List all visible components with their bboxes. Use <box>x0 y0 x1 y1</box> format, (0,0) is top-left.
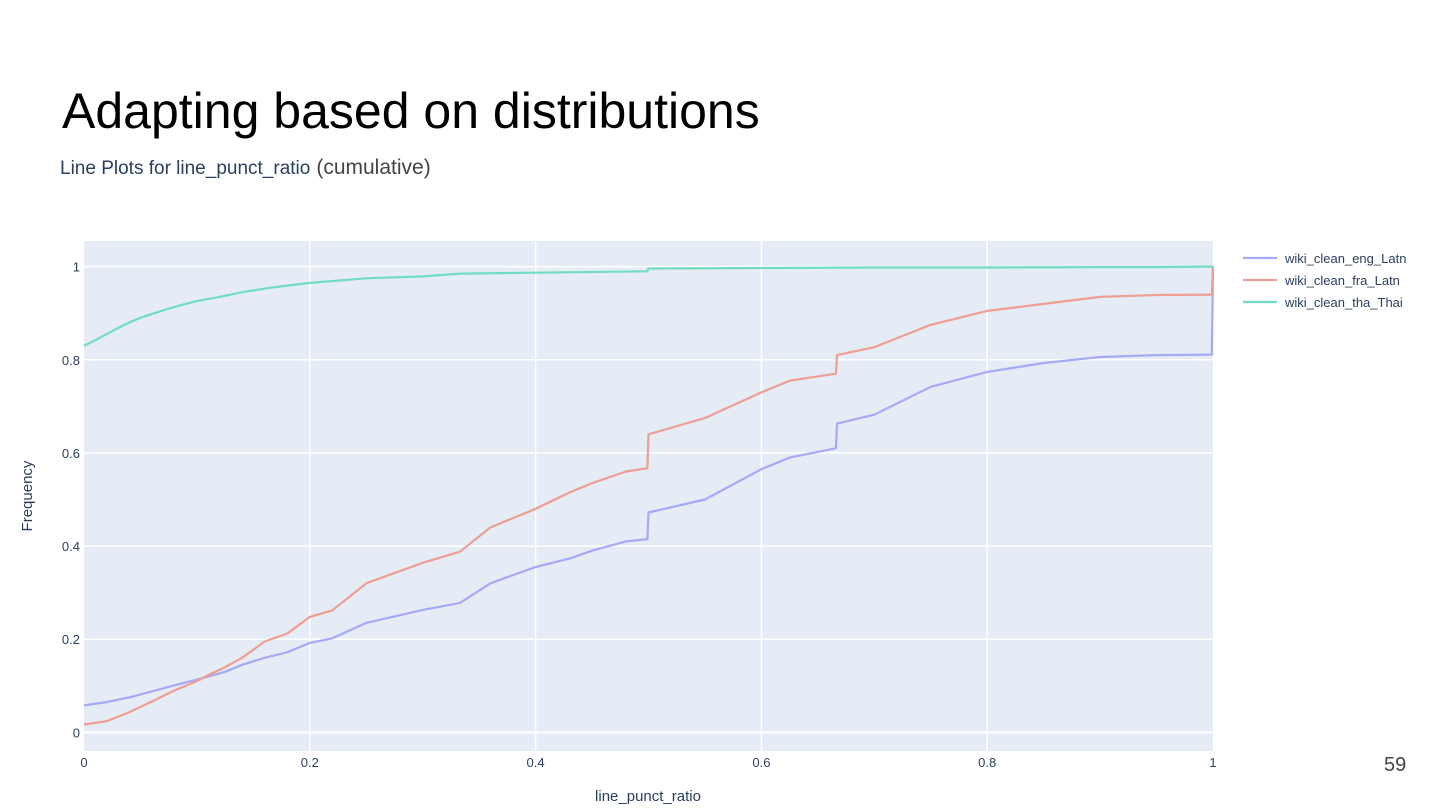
legend-label-wiki-clean-tha-thai: wiki_clean_tha_Thai <box>1284 295 1403 310</box>
x-tick-label: 0.8 <box>978 755 996 770</box>
legend-label-wiki-clean-fra-latn: wiki_clean_fra_Latn <box>1284 273 1400 288</box>
y-axis-label: Frequency <box>19 460 36 531</box>
slide-title: Adapting based on distributions <box>62 83 760 139</box>
x-tick-label: 0 <box>80 755 87 770</box>
y-tick-label: 0.4 <box>62 539 80 554</box>
y-axis-ticks: 0 0.2 0.4 0.6 0.8 1 <box>62 260 80 741</box>
y-tick-label: 0 <box>73 725 80 740</box>
y-tick-label: 0.6 <box>62 446 80 461</box>
chart-heading: Line Plots for line_punct_ratio (cumulati… <box>60 156 431 180</box>
legend-label-wiki-clean-eng-latn: wiki_clean_eng_Latn <box>1284 251 1406 266</box>
x-tick-label: 0.4 <box>527 755 545 770</box>
y-tick-label: 0.8 <box>62 353 80 368</box>
plot-area <box>84 241 1213 751</box>
chart-title: Line Plots for line_punct_ratio <box>60 158 311 179</box>
series-line-wiki-clean-fra-latn <box>83 266 1215 726</box>
x-tick-label: 0.6 <box>752 755 770 770</box>
series-line-wiki-clean-tha-thai <box>83 265 1213 347</box>
y-tick-label: 1 <box>73 260 80 275</box>
chart-subtitle: (cumulative) <box>316 156 431 179</box>
series-lines <box>83 265 1215 726</box>
x-tick-label: 1 <box>1209 755 1216 770</box>
y-tick-label: 0.2 <box>62 632 80 647</box>
legend: wiki_clean_eng_Latn wiki_clean_fra_Latnwi… <box>1243 251 1406 310</box>
x-axis-ticks: 0 0.2 0.4 0.6 0.8 1 <box>80 755 1216 770</box>
x-tick-label: 0.2 <box>301 755 319 770</box>
x-axis-label: line_punct_ratio <box>595 788 701 805</box>
page-number: 59 <box>1384 754 1407 776</box>
